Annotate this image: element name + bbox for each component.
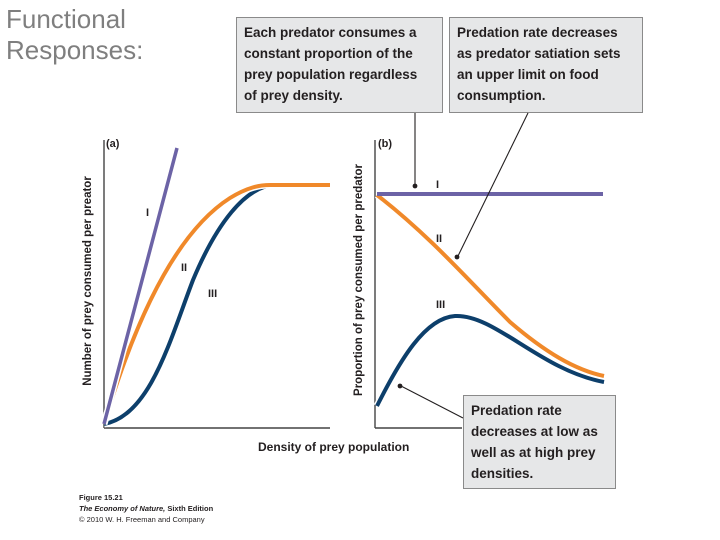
callout-type3: Predation rate decreases at low as well …	[463, 395, 616, 489]
panel-b-ylabel: Proportion of prey consumed per predator	[353, 164, 365, 396]
panel-b-label-II: II	[436, 233, 442, 245]
panel-a-axes	[103, 140, 330, 429]
panel-a-label: (a)	[106, 138, 120, 150]
panel-a-label-II: II	[181, 262, 187, 274]
panel-a-label-III: III	[208, 288, 217, 300]
callout-type2: Predation rate decreases as predator sat…	[449, 17, 643, 113]
panel-b-label-I: I	[436, 179, 439, 191]
panel-a-label-I: I	[146, 207, 149, 219]
x-axis-label: Density of prey population	[258, 440, 409, 454]
caption-book: The Economy of Nature,	[79, 504, 166, 513]
panel-b-axes	[374, 140, 462, 429]
panel-b-curves	[373, 192, 605, 408]
panel-b-label-III: III	[436, 299, 445, 311]
caption-figure-number: Figure 15.21	[79, 493, 123, 502]
panel-a-ylabel: Number of prey consumed per preator	[82, 176, 94, 386]
panel-b-label: (b)	[378, 138, 392, 150]
panel-a-curves	[100, 147, 330, 428]
slide-title: Functional Responses:	[6, 4, 144, 65]
caption-copyright: © 2010 W. H. Freeman and Company	[79, 515, 205, 524]
figure-caption: Figure 15.21 The Economy of Nature, Sixt…	[79, 492, 213, 525]
callout-type1: Each predator consumes a constant propor…	[236, 17, 443, 113]
caption-edition: Sixth Edition	[165, 504, 214, 513]
callout-leaders	[397, 112, 529, 419]
